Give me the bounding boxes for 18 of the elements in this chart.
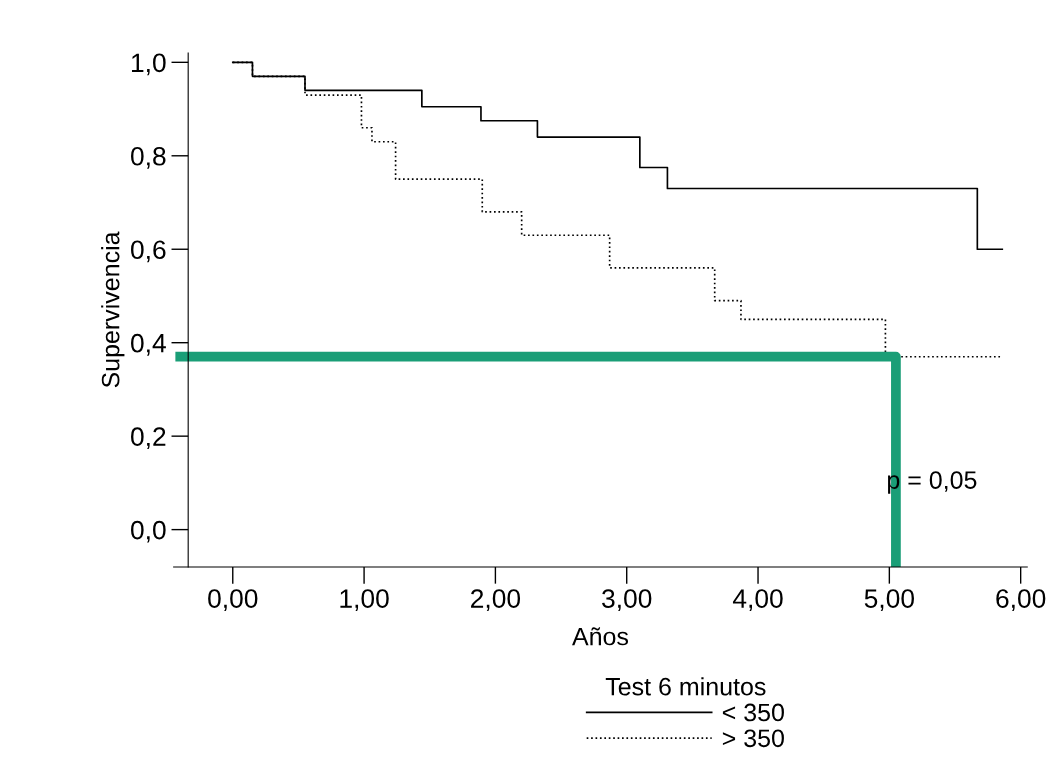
- y-tick-label: 0,0: [131, 520, 166, 543]
- x-tick-label: 6,00: [996, 589, 1046, 612]
- x-tick-label: 5,00: [864, 589, 914, 612]
- y-axis-title: Supervivencia: [101, 231, 125, 388]
- x-tick-label: 4,00: [732, 589, 783, 612]
- y-tick-label: 0,6: [131, 240, 166, 263]
- x-tick-label: 0,00: [208, 589, 258, 612]
- x-tick-label: 2,00: [471, 589, 521, 612]
- legend-title: Test 6 minutos: [605, 677, 766, 696]
- y-tick-label: 0,4: [131, 333, 166, 356]
- y-tick-label: 0,2: [131, 427, 166, 450]
- legend-label: < 350: [722, 703, 784, 722]
- y-tick-label: 1,0: [131, 53, 166, 76]
- x-tick-label: 1,00: [340, 589, 389, 612]
- legend-label: > 350: [722, 729, 784, 748]
- y-tick-label: 0,8: [131, 146, 166, 169]
- x-axis-title: Años: [572, 627, 629, 646]
- x-tick-label: 3,00: [602, 589, 652, 612]
